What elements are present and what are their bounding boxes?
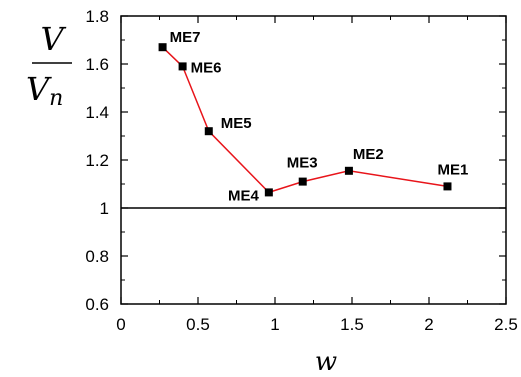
x-tick-label: 0 (116, 315, 125, 334)
x-tick-label: 1 (270, 315, 279, 334)
ylabel-denominator: Vn (26, 70, 63, 111)
ticks (120, 15, 507, 305)
point-label-me7: ME7 (170, 29, 201, 46)
xlabel: w (315, 347, 337, 377)
y-tick-label: 1.2 (85, 151, 109, 170)
marker-me4 (264, 188, 273, 197)
y-tick-label: 1.4 (85, 103, 109, 122)
marker-me6 (178, 62, 187, 71)
marker-me2 (344, 166, 353, 175)
marker-me7 (158, 43, 167, 52)
ylabel-numerator: V (40, 20, 66, 58)
x-tick-label: 2 (424, 315, 433, 334)
marker-me3 (298, 177, 307, 186)
marker-me5 (204, 127, 213, 136)
point-label-me3: ME3 (287, 155, 318, 172)
ylabel-denominator-base: V (26, 70, 52, 108)
point-labels: ME7 ME6 ME5 ME4 ME3 ME2 ME1 (170, 29, 469, 204)
x-tick-label: 2.5 (494, 315, 518, 334)
point-label-me5: ME5 (221, 115, 252, 132)
y-tick-label: 1.6 (85, 55, 109, 74)
y-tick-label: 1.8 (85, 7, 109, 26)
y-tick-label: 0.8 (85, 247, 109, 266)
markers (158, 43, 452, 197)
y-tick-label: 1 (100, 199, 109, 218)
marker-me1 (443, 182, 452, 191)
x-tick-label: 0.5 (186, 315, 210, 334)
point-label-me1: ME1 (437, 161, 468, 178)
point-label-me6: ME6 (191, 59, 222, 76)
point-label-me4: ME4 (228, 187, 260, 204)
ylabel-subscript: n (49, 86, 63, 111)
tick-labels: 0 0.5 1 1.5 2 2.5 0.6 0.8 1 1.2 1.4 1.6 1.8 (85, 7, 517, 334)
point-label-me2: ME2 (353, 146, 384, 163)
x-tick-label: 1.5 (340, 315, 364, 334)
y-tick-label: 0.6 (85, 295, 109, 314)
